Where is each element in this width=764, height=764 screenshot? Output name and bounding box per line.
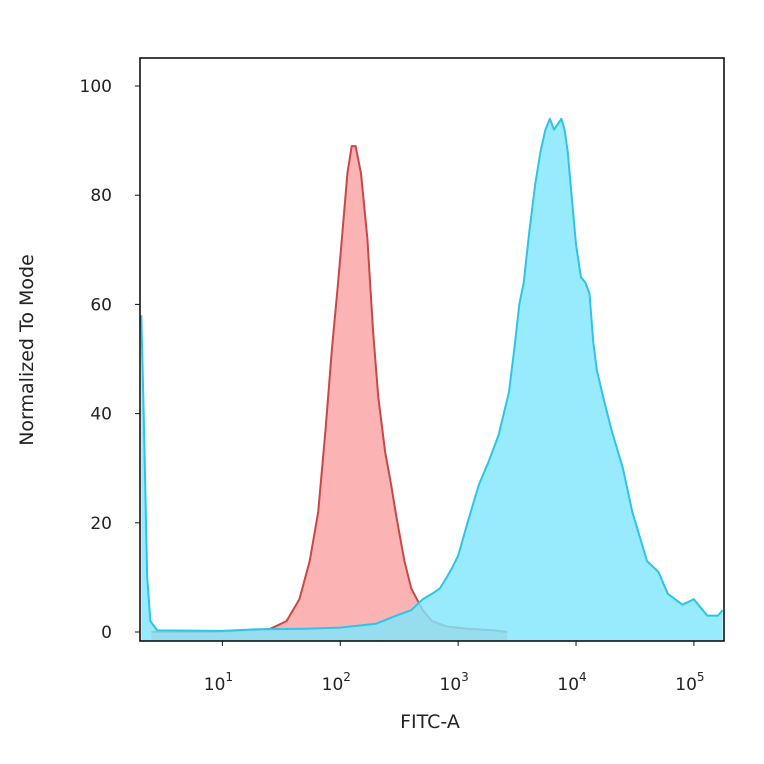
x-axis-label: FITC-A [400,711,460,733]
plot-frame [139,57,725,642]
y-tick-label: 100 [80,77,112,97]
y-tick-label: 60 [90,295,112,315]
x-tick-label: 102 [322,670,351,695]
y-tick-label: 80 [90,186,112,206]
y-tick-label: 0 [101,623,112,643]
x-axis-ticks: 101 102 103 104 105 [204,641,705,695]
x-tick-label: 105 [675,670,704,695]
y-tick-label: 40 [90,405,112,425]
series-2-area [141,118,723,642]
y-tick-label: 20 [90,514,112,534]
series-layer [140,117,724,642]
y-axis-label: Normalized To Mode [16,254,38,446]
x-tick-label: 104 [557,670,586,695]
y-axis-ticks: 0 20 40 60 80 100 [80,77,140,643]
x-tick-label: 103 [440,670,469,695]
x-tick-label: 101 [204,670,233,695]
series-2-line [140,117,724,632]
